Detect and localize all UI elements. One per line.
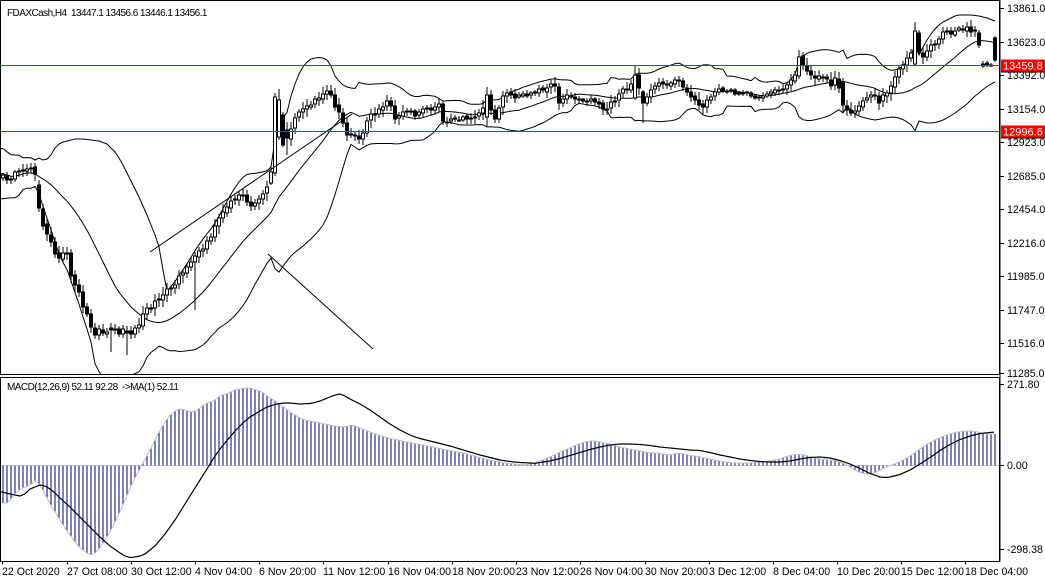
svg-text:12454.0: 12454.0 [1007, 204, 1045, 216]
svg-text:12923.0: 12923.0 [1007, 137, 1045, 149]
svg-text:6 Nov 20:00: 6 Nov 20:00 [259, 566, 316, 578]
svg-text:8 Dec 04:00: 8 Dec 04:00 [773, 566, 830, 578]
svg-text:11747.0: 11747.0 [1007, 305, 1045, 317]
svg-text:13392.0: 13392.0 [1007, 70, 1045, 82]
svg-text:0.00: 0.00 [1007, 460, 1028, 472]
svg-text:MACD(12,26,9) 52.11 92.28 ->M: MACD(12,26,9) 52.11 92.28 ->MA(1) 52.11 [7, 382, 179, 393]
svg-text:23 Nov 12:00: 23 Nov 12:00 [516, 566, 579, 578]
svg-text:11985.0: 11985.0 [1007, 271, 1045, 283]
svg-text:13623.0: 13623.0 [1007, 37, 1045, 49]
svg-text:30 Oct 12:00: 30 Oct 12:00 [131, 566, 192, 578]
svg-text:26 Nov 04:00: 26 Nov 04:00 [580, 566, 643, 578]
svg-text:12996.6: 12996.6 [1003, 127, 1043, 139]
svg-text:271.80: 271.80 [1007, 379, 1040, 391]
svg-text:12685.0: 12685.0 [1007, 171, 1045, 183]
svg-text:11285.0: 11285.0 [1007, 368, 1045, 380]
svg-text:13154.0: 13154.0 [1007, 104, 1045, 116]
svg-text:11 Nov 12:00: 11 Nov 12:00 [323, 566, 385, 578]
svg-text:10 Dec 20:00: 10 Dec 20:00 [837, 566, 900, 578]
svg-text:3 Dec 12:00: 3 Dec 12:00 [709, 566, 766, 578]
svg-text:16 Nov 04:00: 16 Nov 04:00 [388, 566, 451, 578]
svg-text:13861.0: 13861.0 [1007, 3, 1045, 15]
svg-text:13459.8: 13459.8 [1003, 61, 1043, 73]
svg-text:22 Oct 2020: 22 Oct 2020 [2, 566, 60, 578]
svg-text:18 Nov 20:00: 18 Nov 20:00 [452, 566, 515, 578]
svg-text:27 Oct 08:00: 27 Oct 08:00 [67, 566, 128, 578]
svg-text:FDAXCash,H4 13447.1 13456.6 1: FDAXCash,H4 13447.1 13456.6 13446.1 1345… [7, 8, 208, 19]
svg-text:18 Dec 04:00: 18 Dec 04:00 [965, 566, 1028, 578]
svg-text:15 Dec 12:00: 15 Dec 12:00 [901, 566, 964, 578]
svg-text:11516.0: 11516.0 [1007, 338, 1045, 350]
svg-text:-298.38: -298.38 [1007, 544, 1043, 556]
svg-text:30 Nov 20:00: 30 Nov 20:00 [645, 566, 708, 578]
svg-text:12216.0: 12216.0 [1007, 238, 1045, 250]
svg-text:4 Nov 04:00: 4 Nov 04:00 [195, 566, 252, 578]
